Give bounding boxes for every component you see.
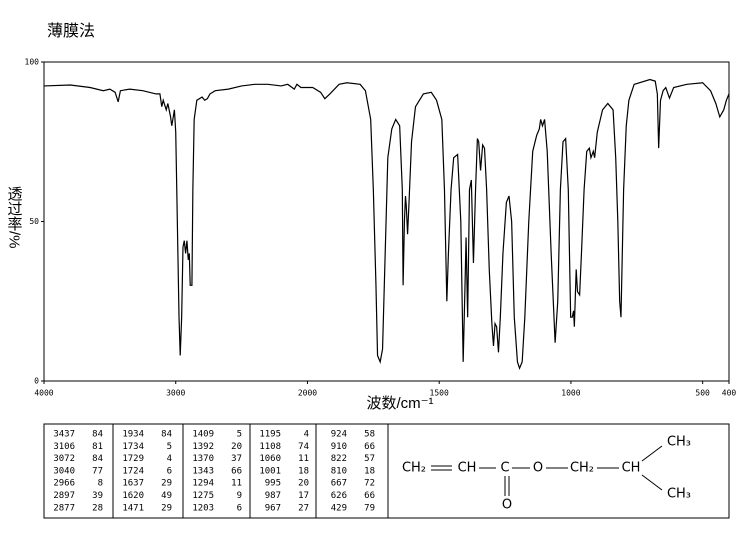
peak-wavenumber: 822 (331, 454, 347, 464)
peak-transmittance: 6 (167, 466, 172, 476)
atom-label: CH (458, 461, 477, 476)
peak-transmittance: 84 (161, 430, 172, 440)
peak-transmittance: 72 (364, 479, 375, 489)
peak-transmittance: 4 (304, 430, 309, 440)
y-tick-label: 50 (29, 217, 39, 226)
atom-label: O (502, 498, 512, 513)
peak-wavenumber: 3437 (53, 430, 75, 440)
peak-transmittance: 77 (92, 466, 103, 476)
peak-wavenumber: 667 (331, 479, 347, 489)
x-tick-label: 1000 (561, 389, 580, 398)
peak-wavenumber: 1729 (122, 454, 144, 464)
peak-wavenumber: 924 (331, 430, 347, 440)
peak-transmittance: 58 (364, 430, 375, 440)
peak-transmittance: 37 (231, 454, 242, 464)
x-tick-label: 2000 (298, 389, 317, 398)
peak-transmittance: 29 (161, 503, 172, 513)
x-tick-label: 400 (722, 389, 737, 398)
chart-title: 薄膜法 (47, 22, 95, 40)
peak-transmittance: 66 (364, 491, 375, 501)
x-axis-label: 波数/cm⁻¹ (366, 395, 433, 412)
atom-label: O (533, 461, 543, 476)
peak-transmittance: 27 (298, 503, 309, 513)
peak-wavenumber: 1620 (122, 491, 144, 501)
peak-transmittance: 84 (92, 430, 103, 440)
peak-wavenumber: 429 (331, 503, 347, 513)
peak-wavenumber: 1060 (259, 454, 281, 464)
table-frame (43, 423, 730, 519)
atom-label: CH₂ (570, 461, 594, 476)
peak-transmittance: 81 (92, 442, 103, 452)
atom-label: CH₃ (667, 435, 691, 450)
peak-wavenumber: 1203 (192, 503, 214, 513)
atom-label: CH₂ (402, 461, 426, 476)
peak-wavenumber: 626 (331, 491, 347, 501)
peak-wavenumber: 1195 (259, 430, 281, 440)
x-tick-label: 4000 (34, 389, 53, 398)
peak-transmittance: 9 (237, 491, 242, 501)
peak-transmittance: 66 (364, 442, 375, 452)
peak-wavenumber: 3072 (53, 454, 75, 464)
peak-transmittance: 20 (231, 442, 242, 452)
peak-transmittance: 17 (298, 491, 309, 501)
peak-transmittance: 84 (92, 454, 103, 464)
peak-transmittance: 6 (237, 503, 242, 513)
peak-transmittance: 57 (364, 454, 375, 464)
peak-wavenumber: 1108 (259, 442, 281, 452)
peak-wavenumber: 1409 (192, 430, 214, 440)
peak-wavenumber: 2966 (53, 479, 75, 489)
peak-transmittance: 8 (98, 479, 103, 489)
peak-wavenumber: 910 (331, 442, 347, 452)
peak-transmittance: 79 (364, 503, 375, 513)
peak-wavenumber: 3106 (53, 442, 75, 452)
peak-wavenumber: 2877 (53, 503, 75, 513)
peak-wavenumber: 1275 (192, 491, 214, 501)
peak-transmittance: 4 (167, 454, 172, 464)
peak-transmittance: 18 (298, 466, 309, 476)
structure-bonds (431, 445, 663, 496)
x-tick-label: 1500 (430, 389, 449, 398)
peak-wavenumber: 2897 (53, 491, 75, 501)
peak-wavenumber: 967 (265, 503, 281, 513)
peak-transmittance: 11 (231, 479, 242, 489)
peak-wavenumber: 1724 (122, 466, 144, 476)
peak-transmittance: 29 (161, 479, 172, 489)
atom-label: C (500, 461, 509, 476)
y-tick-label: 0 (34, 377, 39, 386)
peak-wavenumber: 1734 (122, 442, 144, 452)
peak-transmittance: 20 (298, 479, 309, 489)
x-tick-label: 500 (695, 389, 710, 398)
spectrum-line (43, 78, 730, 370)
peak-wavenumber: 1294 (192, 479, 214, 489)
peak-transmittance: 5 (237, 430, 242, 440)
y-axis-label: 透过率/% (6, 186, 23, 249)
peak-transmittance: 11 (298, 454, 309, 464)
peak-wavenumber: 810 (331, 466, 347, 476)
peak-transmittance: 49 (161, 491, 172, 501)
peak-transmittance: 39 (92, 491, 103, 501)
x-tick-label: 3000 (166, 389, 185, 398)
peak-wavenumber: 1001 (259, 466, 281, 476)
atom-label: CH (622, 461, 641, 476)
peak-wavenumber: 1392 (192, 442, 214, 452)
peak-wavenumber: 1934 (122, 430, 144, 440)
peak-transmittance: 66 (231, 466, 242, 476)
peak-wavenumber: 995 (265, 479, 281, 489)
peak-wavenumber: 1370 (192, 454, 214, 464)
peak-transmittance: 28 (92, 503, 103, 513)
peak-transmittance: 74 (298, 442, 309, 452)
peak-wavenumber: 987 (265, 491, 281, 501)
peak-wavenumber: 1471 (122, 503, 144, 513)
atom-label: CH₃ (667, 487, 691, 502)
y-tick-label: 100 (25, 58, 40, 67)
peak-transmittance: 5 (167, 442, 172, 452)
peak-wavenumber: 1343 (192, 466, 214, 476)
peak-wavenumber: 3040 (53, 466, 75, 476)
peak-transmittance: 18 (364, 466, 375, 476)
peak-wavenumber: 1637 (122, 479, 144, 489)
